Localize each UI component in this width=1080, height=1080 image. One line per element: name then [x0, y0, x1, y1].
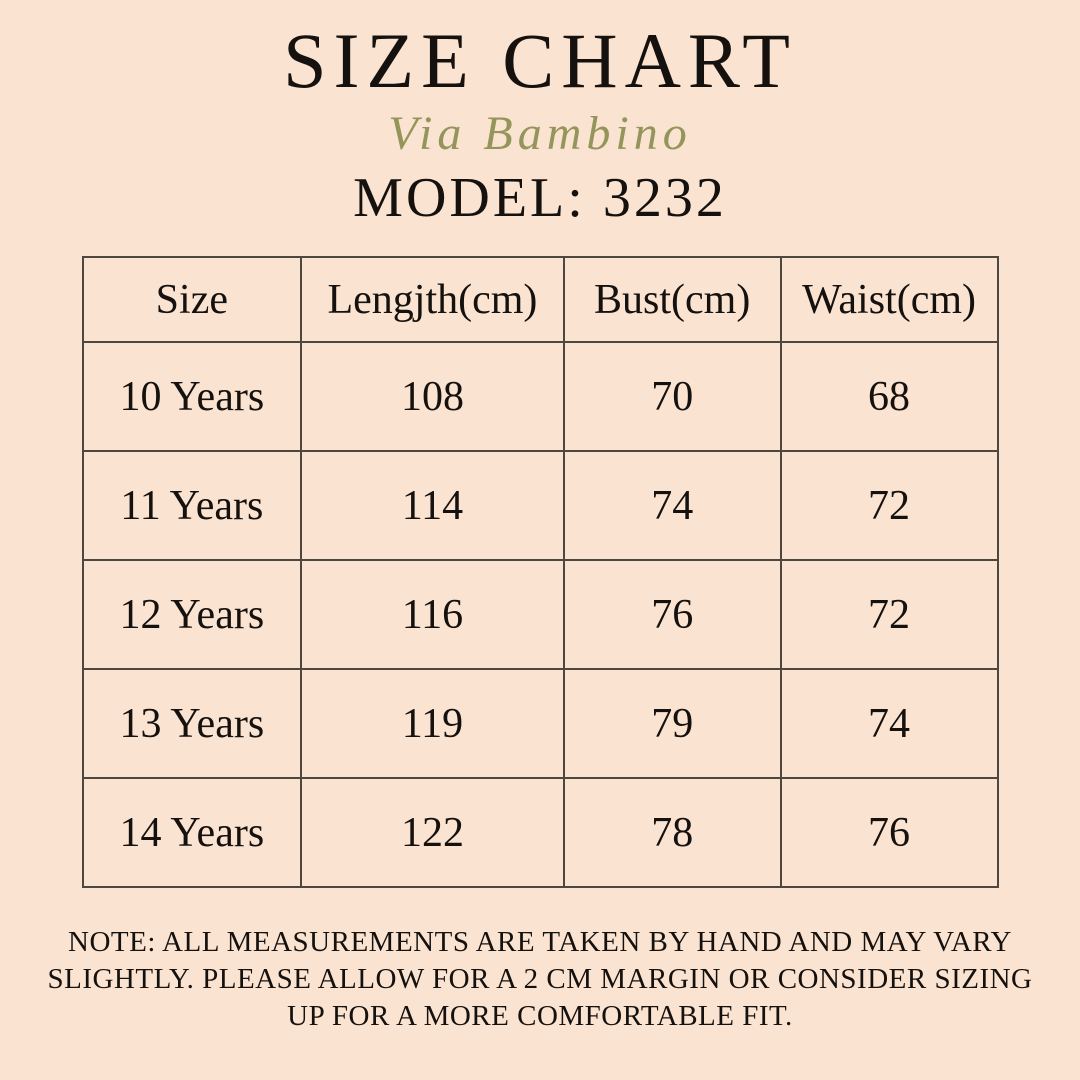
cell-size: 10 Years	[81, 341, 303, 452]
note-line: UP FOR A MORE COMFORTABLE FIT.	[287, 1000, 793, 1033]
cell-length: 114	[300, 450, 565, 561]
cell-size: 11 Years	[81, 450, 303, 561]
table-row: 13 Years 119 79 74	[81, 668, 999, 779]
model-label: MODEL: 3232	[353, 167, 727, 229]
note-line: NOTE: ALL MEASUREMENTS ARE TAKEN BY HAND…	[68, 926, 1012, 958]
table-row: 11 Years 114 74 72	[81, 450, 999, 561]
cell-length: 108	[300, 341, 565, 452]
column-header-waist: Waist(cm)	[779, 256, 999, 343]
size-table: Size Lengjth(cm) Bust(cm) Waist(cm) 10 Y…	[81, 256, 999, 888]
table-row: 12 Years 116 76 72	[81, 559, 999, 670]
cell-waist: 72	[779, 450, 999, 561]
cell-bust: 78	[562, 777, 782, 888]
cell-waist: 68	[779, 341, 999, 452]
brand-logo-text: Via Bambino	[388, 107, 692, 160]
column-header-bust: Bust(cm)	[562, 256, 782, 343]
cell-bust: 79	[562, 668, 782, 779]
cell-waist: 74	[779, 668, 999, 779]
cell-bust: 74	[562, 450, 782, 561]
cell-length: 119	[300, 668, 565, 779]
cell-size: 12 Years	[81, 559, 303, 670]
cell-bust: 70	[562, 341, 782, 452]
column-header-size: Size	[81, 256, 303, 343]
cell-size: 14 Years	[81, 777, 303, 888]
page-title: SIZE CHART	[283, 17, 797, 104]
table-row: 14 Years 122 78 76	[81, 777, 999, 888]
column-header-length: Lengjth(cm)	[300, 256, 565, 343]
cell-size: 13 Years	[81, 668, 303, 779]
cell-length: 122	[300, 777, 565, 888]
cell-waist: 72	[779, 559, 999, 670]
cell-length: 116	[300, 559, 565, 670]
note-text: NOTE: ALL MEASUREMENTS ARE TAKEN BY HAND…	[15, 924, 1065, 1035]
cell-bust: 76	[562, 559, 782, 670]
note-line: SLIGHTLY. PLEASE ALLOW FOR A 2 CM MARGIN…	[47, 963, 1033, 996]
table-header-row: Size Lengjth(cm) Bust(cm) Waist(cm)	[81, 256, 999, 343]
cell-waist: 76	[779, 777, 999, 888]
table-row: 10 Years 108 70 68	[81, 341, 999, 452]
